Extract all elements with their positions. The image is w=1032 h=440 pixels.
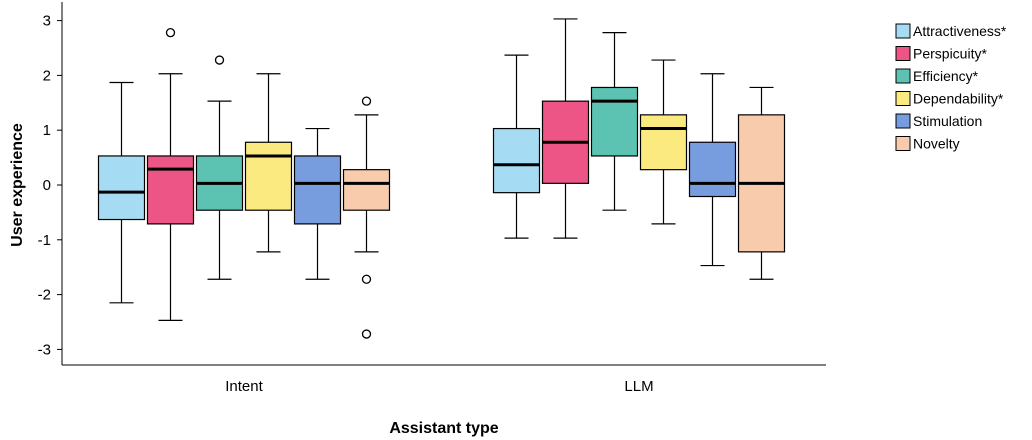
outlier-point <box>361 96 372 106</box>
box <box>639 114 688 171</box>
legend-swatch <box>895 23 911 39</box>
box <box>293 155 342 225</box>
legend-label: Stimulation <box>913 113 982 129</box>
y-tick-label: 2 <box>43 67 51 84</box>
y-tick-label: -3 <box>38 341 51 358</box>
box <box>97 155 146 221</box>
box-group-llm <box>492 18 786 280</box>
box <box>688 141 737 198</box>
axes: 3 2 1 0 -1 -2 -3 Intent LLM <box>38 2 826 395</box>
legend-swatch <box>895 136 911 151</box>
legend-label: Perspicuity* <box>913 46 987 62</box>
outlier-point <box>214 55 225 65</box>
y-tick-label: -2 <box>38 287 51 304</box>
legend-label: Attractiveness* <box>913 23 1007 39</box>
x-axis-title: Assistant type <box>389 420 498 437</box>
legend-swatch <box>895 46 911 61</box>
legend: Attractiveness* Perspicuity* Efficiency* De… <box>895 23 1007 152</box>
box <box>244 141 293 211</box>
x-tick-label: LLM <box>624 378 653 395</box>
legend-swatch <box>895 68 911 84</box>
y-tick-label: 1 <box>43 122 51 139</box>
box <box>590 86 639 157</box>
y-tick-label: 0 <box>43 177 51 194</box>
legend-label: Novelty <box>913 136 960 152</box>
y-axis-title: User experience <box>9 123 26 247</box>
box-groups <box>97 18 786 339</box>
box <box>146 155 195 225</box>
x-tick-label: Intent <box>225 378 263 395</box>
legend-swatch <box>895 91 911 106</box>
outlier-point <box>361 274 372 284</box>
y-tick-label: -1 <box>38 232 51 249</box>
legend-label: Dependability* <box>913 91 1004 107</box>
outlier-point <box>165 28 176 38</box>
y-tick-label: 3 <box>43 13 51 30</box>
box <box>342 169 391 211</box>
legend-label: Efficiency* <box>913 68 979 84</box>
box <box>492 127 541 194</box>
box-group-intent <box>97 28 391 339</box>
legend-swatch <box>895 113 911 129</box>
outlier-point <box>361 329 372 339</box>
